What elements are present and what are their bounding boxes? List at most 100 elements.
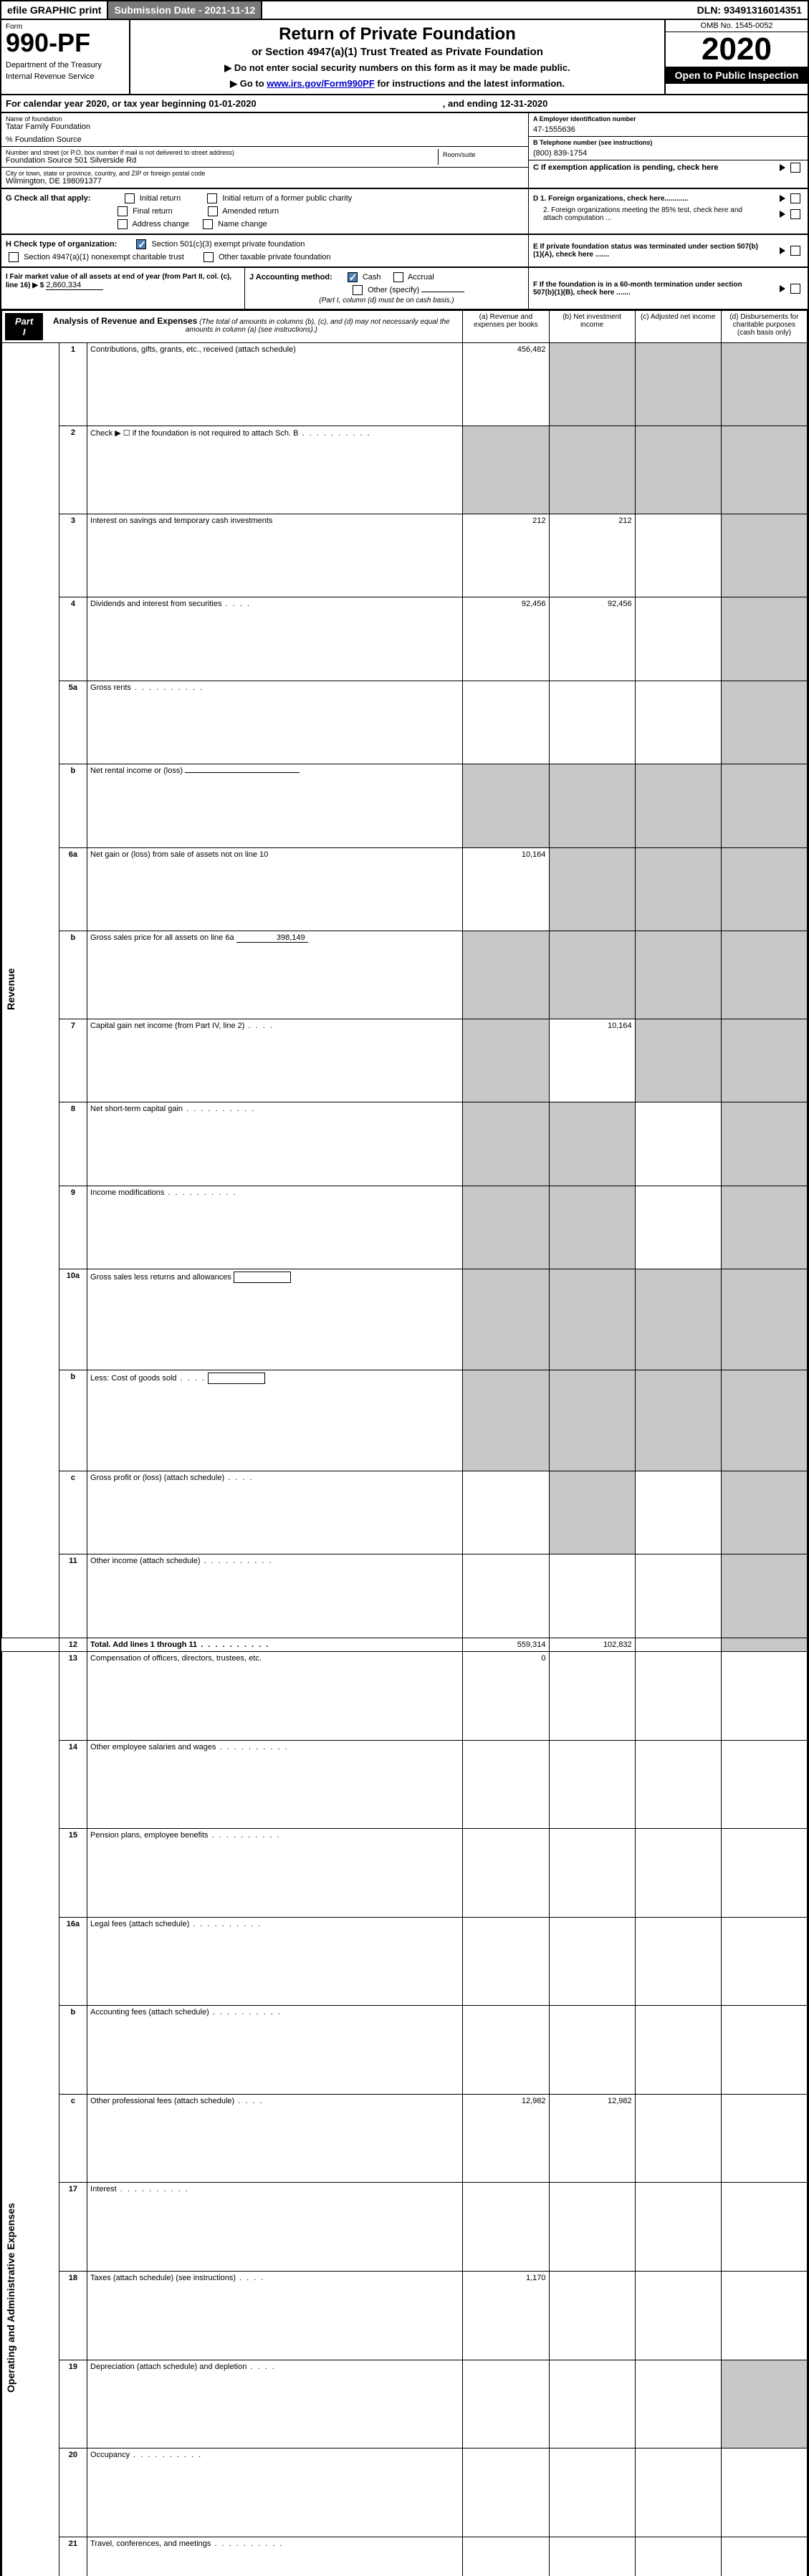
address-change-label: Address change: [132, 220, 189, 229]
f-checkbox[interactable]: [790, 284, 800, 294]
table-row: 17Interest: [2, 2183, 808, 2272]
arrow-icon: [780, 247, 785, 254]
tax-year-begin: For calendar year 2020, or tax year begi…: [6, 98, 257, 109]
fmv-value: 2,860,334: [46, 281, 103, 290]
initial-return-checkbox[interactable]: [125, 193, 135, 203]
line-no: 20: [59, 2448, 87, 2537]
dln: DLN: 93491316014351: [691, 1, 808, 19]
foreign-org-checkbox[interactable]: [790, 193, 800, 203]
form-header: Form 990-PF Department of the Treasury I…: [0, 20, 809, 95]
ein-value: 47-1555636: [533, 125, 803, 134]
foreign-85-checkbox[interactable]: [790, 209, 800, 219]
amended-return-checkbox[interactable]: [208, 206, 218, 216]
cell-a: 1,170: [463, 2271, 549, 2360]
other-method-label: Other (specify): [368, 286, 419, 294]
501c3-checkbox[interactable]: [136, 239, 146, 249]
line-desc: Accounting fees (attach schedule): [90, 2008, 209, 2017]
arrow-icon: [780, 164, 785, 171]
final-return-label: Final return: [133, 207, 173, 216]
e-label: E If private foundation status was termi…: [533, 243, 762, 259]
line-desc: Compensation of officers, directors, tru…: [87, 1652, 463, 1741]
line-no: 8: [59, 1102, 87, 1186]
line-desc: Gross profit or (loss) (attach schedule): [90, 1474, 224, 1482]
cell-a: 0: [463, 1652, 549, 1741]
table-row: 14Other employee salaries and wages: [2, 1740, 808, 1829]
line-desc: Gross sales price for all assets on line…: [90, 933, 234, 942]
oae-section-label: Operating and Administrative Expenses: [5, 1654, 16, 2576]
line-desc: Pension plans, employee benefits: [90, 1831, 209, 1840]
line-desc: Depreciation (attach schedule) and deple…: [90, 2363, 246, 2371]
line-desc: Gross sales less returns and allowances: [90, 1273, 231, 1282]
table-row: 9Income modifications: [2, 1186, 808, 1269]
part-i-subtitle: (The total of amounts in columns (b), (c…: [186, 318, 450, 334]
cell-a: 12,982: [463, 2094, 549, 2183]
arrow-icon: [780, 285, 785, 292]
part-i-label: Part I: [5, 313, 43, 340]
exemption-pending-label: C If exemption application is pending, c…: [533, 163, 719, 172]
table-row: Operating and Administrative Expenses 13…: [2, 1652, 808, 1741]
line-no: 7: [59, 1019, 87, 1102]
accrual-checkbox[interactable]: [393, 272, 403, 282]
name-change-checkbox[interactable]: [203, 219, 213, 229]
cell-a: 559,314: [463, 1638, 549, 1652]
cell-a: 212: [463, 514, 549, 597]
name-label: Name of foundation: [6, 115, 524, 122]
arrow-icon: [780, 195, 785, 202]
4947-label: Section 4947(a)(1) nonexempt charitable …: [24, 253, 184, 261]
final-return-checkbox[interactable]: [118, 206, 128, 216]
irs-label: Internal Revenue Service: [6, 72, 125, 81]
j-note: (Part I, column (d) must be on cash basi…: [249, 297, 524, 304]
exemption-checkbox[interactable]: [790, 163, 800, 173]
line-desc: Travel, conferences, and meetings: [90, 2539, 211, 2548]
line-desc: Income modifications: [90, 1188, 164, 1197]
line-no: 1: [59, 343, 87, 426]
tax-year: 2020: [666, 32, 808, 67]
other-method-checkbox[interactable]: [353, 285, 363, 295]
omb-number: OMB No. 1545-0052: [666, 20, 808, 32]
line-desc: Net short-term capital gain: [90, 1105, 183, 1113]
line-no: 5a: [59, 681, 87, 764]
line-no: b: [59, 2006, 87, 2095]
line-desc: Check ▶ ☐ if the foundation is not requi…: [90, 429, 298, 438]
accrual-label: Accrual: [408, 273, 434, 282]
cell-b: 92,456: [549, 597, 635, 681]
cell-b: 102,832: [549, 1638, 635, 1652]
e-checkbox[interactable]: [790, 246, 800, 256]
table-row: 5aGross rents: [2, 681, 808, 764]
address-label: Number and street (or P.O. box number if…: [6, 149, 438, 156]
line-desc: Less: Cost of goods sold: [90, 1374, 176, 1383]
table-row: 12Total. Add lines 1 through 11559,31410…: [2, 1638, 808, 1652]
efile-print-button[interactable]: efile GRAPHIC print: [1, 1, 108, 19]
cash-checkbox[interactable]: [348, 272, 358, 282]
line-no: 12: [59, 1638, 87, 1652]
top-bar: efile GRAPHIC print Submission Date - 20…: [0, 0, 809, 20]
line-no: 19: [59, 2360, 87, 2448]
city-value: Wilmington, DE 198091377: [6, 177, 524, 186]
table-row: 16aLegal fees (attach schedule): [2, 1917, 808, 2006]
goto-suffix: for instructions and the latest informat…: [375, 78, 565, 89]
address-change-checkbox[interactable]: [118, 219, 128, 229]
line-desc: Net gain or (loss) from sale of assets n…: [87, 847, 463, 931]
form990pf-link[interactable]: www.irs.gov/Form990PF: [267, 78, 375, 89]
line-no: 9: [59, 1186, 87, 1269]
table-row: bGross sales price for all assets on lin…: [2, 931, 808, 1019]
col-b-header: (b) Net investment income: [549, 311, 635, 343]
ein-label: A Employer identification number: [533, 115, 803, 122]
line-no: b: [59, 764, 87, 847]
cell-b: 212: [549, 514, 635, 597]
line-desc: Dividends and interest from securities: [90, 600, 221, 608]
table-row: 4Dividends and interest from securities9…: [2, 597, 808, 681]
line-desc: Other professional fees (attach schedule…: [90, 2097, 234, 2105]
initial-public-checkbox[interactable]: [207, 193, 217, 203]
city-label: City or town, state or province, country…: [6, 170, 524, 177]
table-row: 10aGross sales less returns and allowanc…: [2, 1269, 808, 1370]
form-subtitle: or Section 4947(a)(1) Trust Treated as P…: [152, 46, 643, 58]
line-no: 13: [59, 1652, 87, 1741]
g-label: G Check all that apply:: [6, 194, 91, 203]
phone-value: (800) 839-1754: [533, 149, 803, 158]
4947-checkbox[interactable]: [9, 252, 19, 262]
other-taxable-checkbox[interactable]: [204, 252, 214, 262]
line-no: 16a: [59, 1917, 87, 2006]
initial-return-label: Initial return: [140, 194, 181, 203]
j-label: J Accounting method:: [249, 273, 332, 282]
